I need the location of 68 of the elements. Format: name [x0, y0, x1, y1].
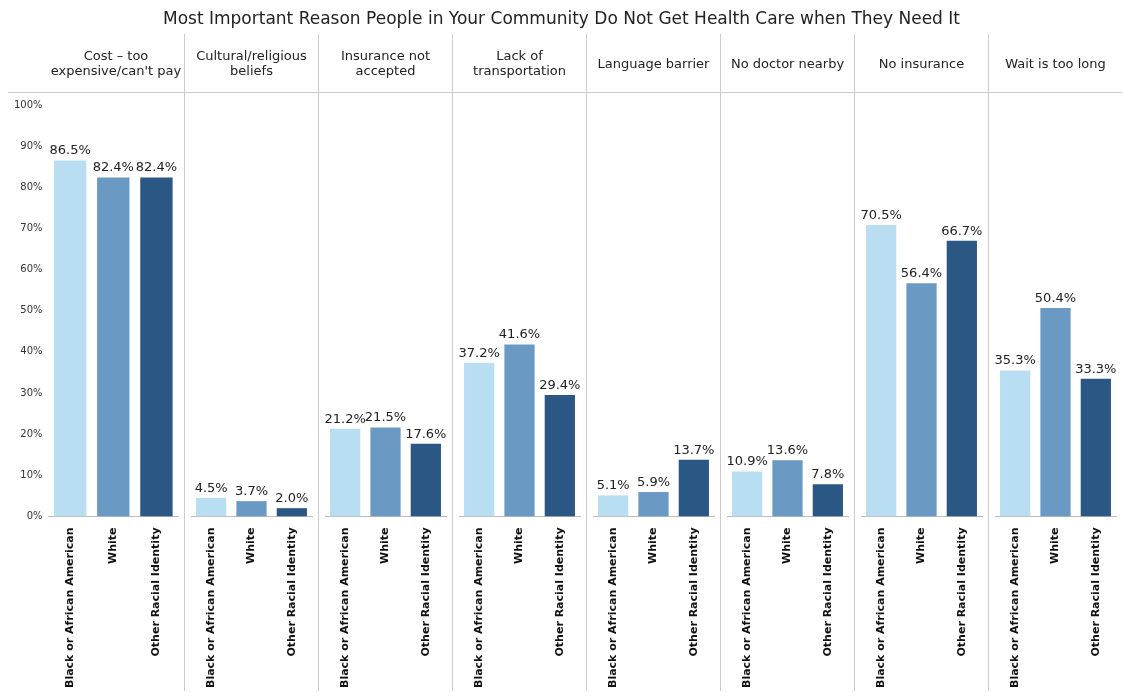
data-label: 4.5% — [194, 479, 228, 495]
x-tick-label: White — [244, 527, 258, 564]
data-label: 21.5% — [364, 409, 407, 425]
y-tick-label: 100% — [14, 98, 43, 110]
x-tick-label: Black or African American — [472, 527, 486, 688]
data-label: 66.7% — [941, 222, 983, 238]
data-label: 5.9% — [636, 473, 671, 489]
x-tick-label: White — [1048, 527, 1062, 564]
chart-subtitle: Cost – too expensive/can't pay — [49, 48, 183, 78]
x-tick-label: Black or African American — [1008, 527, 1022, 688]
x-tick-label: Black or African American — [204, 527, 218, 688]
data-label: 56.4% — [900, 265, 943, 281]
data-label: 21.2% — [324, 410, 366, 426]
y-tick-label: 90% — [20, 139, 43, 151]
x-tick-label: White — [914, 527, 928, 564]
y-tick-label: 60% — [20, 263, 43, 275]
x-tick-label: Other Racial Identity — [1088, 527, 1102, 657]
data-label: 17.6% — [405, 425, 447, 441]
y-tick-label: 0% — [26, 510, 43, 522]
data-label: 82.4% — [135, 159, 178, 175]
x-tick-label: White — [512, 527, 526, 564]
data-label: 13.6% — [766, 442, 809, 458]
y-tick-label: 30% — [20, 386, 43, 398]
data-label: 82.4% — [92, 159, 134, 175]
chart-subtitle: Lack of transportation — [472, 48, 567, 78]
data-label: 2.0% — [275, 490, 309, 506]
x-tick-label: Black or African American — [338, 527, 352, 688]
x-tick-label: Other Racial Identity — [552, 527, 566, 657]
x-tick-label: Other Racial Identity — [149, 527, 163, 657]
x-tick-label: Other Racial Identity — [820, 527, 834, 657]
x-tick-label: White — [780, 527, 794, 564]
x-tick-label: Other Racial Identity — [284, 527, 298, 657]
data-label: 5.1% — [596, 477, 630, 493]
data-label: 41.6% — [498, 326, 541, 342]
data-label: 70.5% — [860, 206, 902, 222]
data-label: 3.7% — [234, 483, 269, 499]
x-tick-label: Black or African American — [63, 527, 77, 688]
y-tick-label: 80% — [20, 180, 43, 192]
chart-subtitle: No doctor nearby — [730, 55, 845, 71]
chart-subtitle: No insurance — [878, 55, 965, 71]
x-tick-label: White — [106, 527, 120, 564]
data-label: 33.3% — [1075, 360, 1117, 376]
y-tick-label: 70% — [20, 222, 43, 234]
y-tick-label: 50% — [20, 304, 43, 316]
data-label: 7.8% — [811, 466, 845, 482]
x-tick-label: Black or African American — [740, 527, 754, 688]
chart-subtitle: Cultural/religious beliefs — [195, 48, 308, 78]
chart-subtitle: Wait is too long — [1005, 55, 1106, 71]
data-label: 35.3% — [994, 352, 1036, 368]
x-tick-label: Black or African American — [606, 527, 620, 688]
data-label: 10.9% — [726, 453, 768, 469]
y-tick-label: 40% — [20, 345, 43, 357]
data-label: 86.5% — [49, 142, 91, 158]
data-label: 29.4% — [539, 376, 581, 392]
text: Most Important Reason People in Your Community Do Not Get Health Care when They Need It — [163, 8, 960, 28]
x-tick-label: White — [646, 527, 660, 564]
x-tick-label: Other Racial Identity — [418, 527, 432, 657]
data-label: 37.2% — [458, 344, 500, 360]
data-label: 50.4% — [1034, 289, 1077, 305]
x-tick-label: Other Racial Identity — [686, 527, 700, 657]
x-tick-label: White — [378, 527, 392, 564]
data-label: 13.7% — [673, 441, 715, 457]
y-tick-label: 10% — [20, 468, 43, 480]
y-tick-label: 20% — [20, 427, 43, 439]
chart-subtitle: Language barrier — [597, 55, 710, 71]
x-tick-label: Other Racial Identity — [954, 527, 968, 657]
chart-subtitle: Insurance not accepted — [339, 48, 432, 78]
x-tick-label: Black or African American — [874, 527, 888, 688]
